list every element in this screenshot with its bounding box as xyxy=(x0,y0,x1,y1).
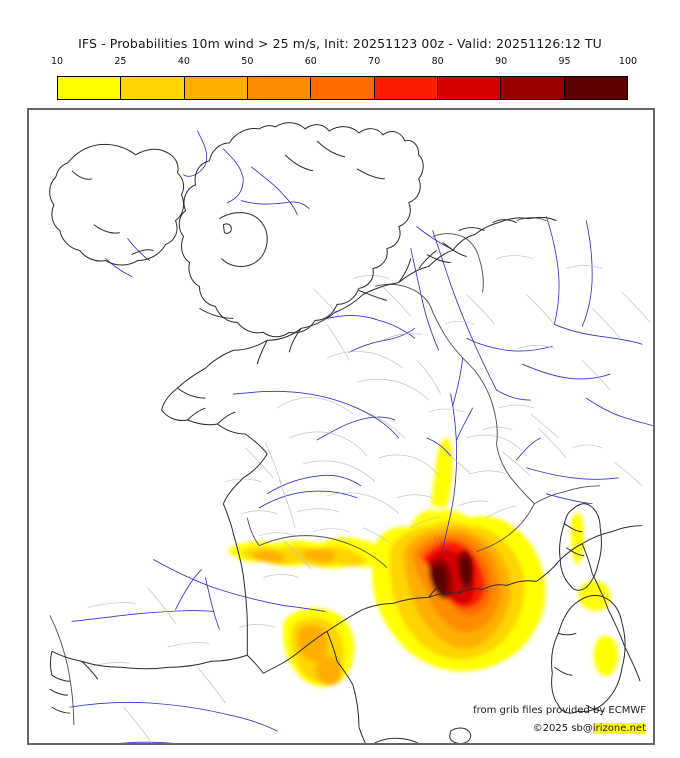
colorbar-tick-labels: 10 25 40 50 60 70 80 90 95 100 xyxy=(51,56,637,72)
plume-band-40-lang2 xyxy=(303,548,336,563)
plume-band-10-corsica xyxy=(570,513,584,565)
colorbar-tick-25: 25 xyxy=(114,56,127,67)
colorbar-swatches xyxy=(57,76,628,100)
colorbar-segment-70-80 xyxy=(374,77,438,99)
plume-band-10-rhone xyxy=(430,437,453,508)
page-title: IFS - Probabilities 10m wind > 25 m/s, I… xyxy=(78,36,602,51)
colorbar-tick-95: 95 xyxy=(558,56,571,67)
colorbar-segment-60-70 xyxy=(311,77,375,99)
colorbar-segment-90-95 xyxy=(501,77,565,99)
colorbar-tick-10: 10 xyxy=(50,56,64,67)
plume-band-95-east xyxy=(460,555,472,586)
colorbar-segment-40-50 xyxy=(184,77,248,99)
plume-band-40-ebro xyxy=(297,624,328,662)
plume-band-40-lang1 xyxy=(253,550,285,563)
colorbar-segment-10-25 xyxy=(58,77,122,99)
map-canvas xyxy=(28,109,654,744)
map-frame-border xyxy=(28,109,654,744)
plume-band-40-ebro2 xyxy=(315,655,343,686)
map-frame: from grib files provided by ECMWF ©2025 … xyxy=(27,108,655,745)
colorbar-tick-100: 100 xyxy=(618,56,638,67)
colorbar-tick-80: 80 xyxy=(431,56,444,67)
colorbar: 10 25 40 50 60 70 80 90 95 100 xyxy=(51,56,637,100)
colorbar-tick-50: 50 xyxy=(241,56,254,67)
colorbar-segment-95-100 xyxy=(564,77,627,99)
colorbar-tick-40: 40 xyxy=(177,56,190,67)
coastlines xyxy=(49,122,643,744)
colorbar-tick-60: 60 xyxy=(304,56,317,67)
national-borders xyxy=(49,217,601,726)
copyright-credit: ©2025 sb@irizone.net xyxy=(533,723,646,734)
plume-band-10-bonifacio xyxy=(578,581,611,611)
admin-boundaries xyxy=(87,255,651,744)
colorbar-segment-80-90 xyxy=(437,77,502,99)
data-source-credit: from grib files provided by ECMWF xyxy=(473,705,646,716)
rivers xyxy=(69,130,654,744)
colorbar-segment-25-40 xyxy=(121,77,185,99)
colorbar-segment-50-60 xyxy=(247,77,312,99)
copyright-site: irizone.net xyxy=(592,723,646,734)
colorbar-tick-70: 70 xyxy=(368,56,381,67)
copyright-text: ©2025 sb@ xyxy=(532,723,593,734)
probability-field xyxy=(227,437,619,687)
colorbar-tick-90: 90 xyxy=(495,56,508,67)
plume-band-10-sardinia xyxy=(593,635,619,677)
